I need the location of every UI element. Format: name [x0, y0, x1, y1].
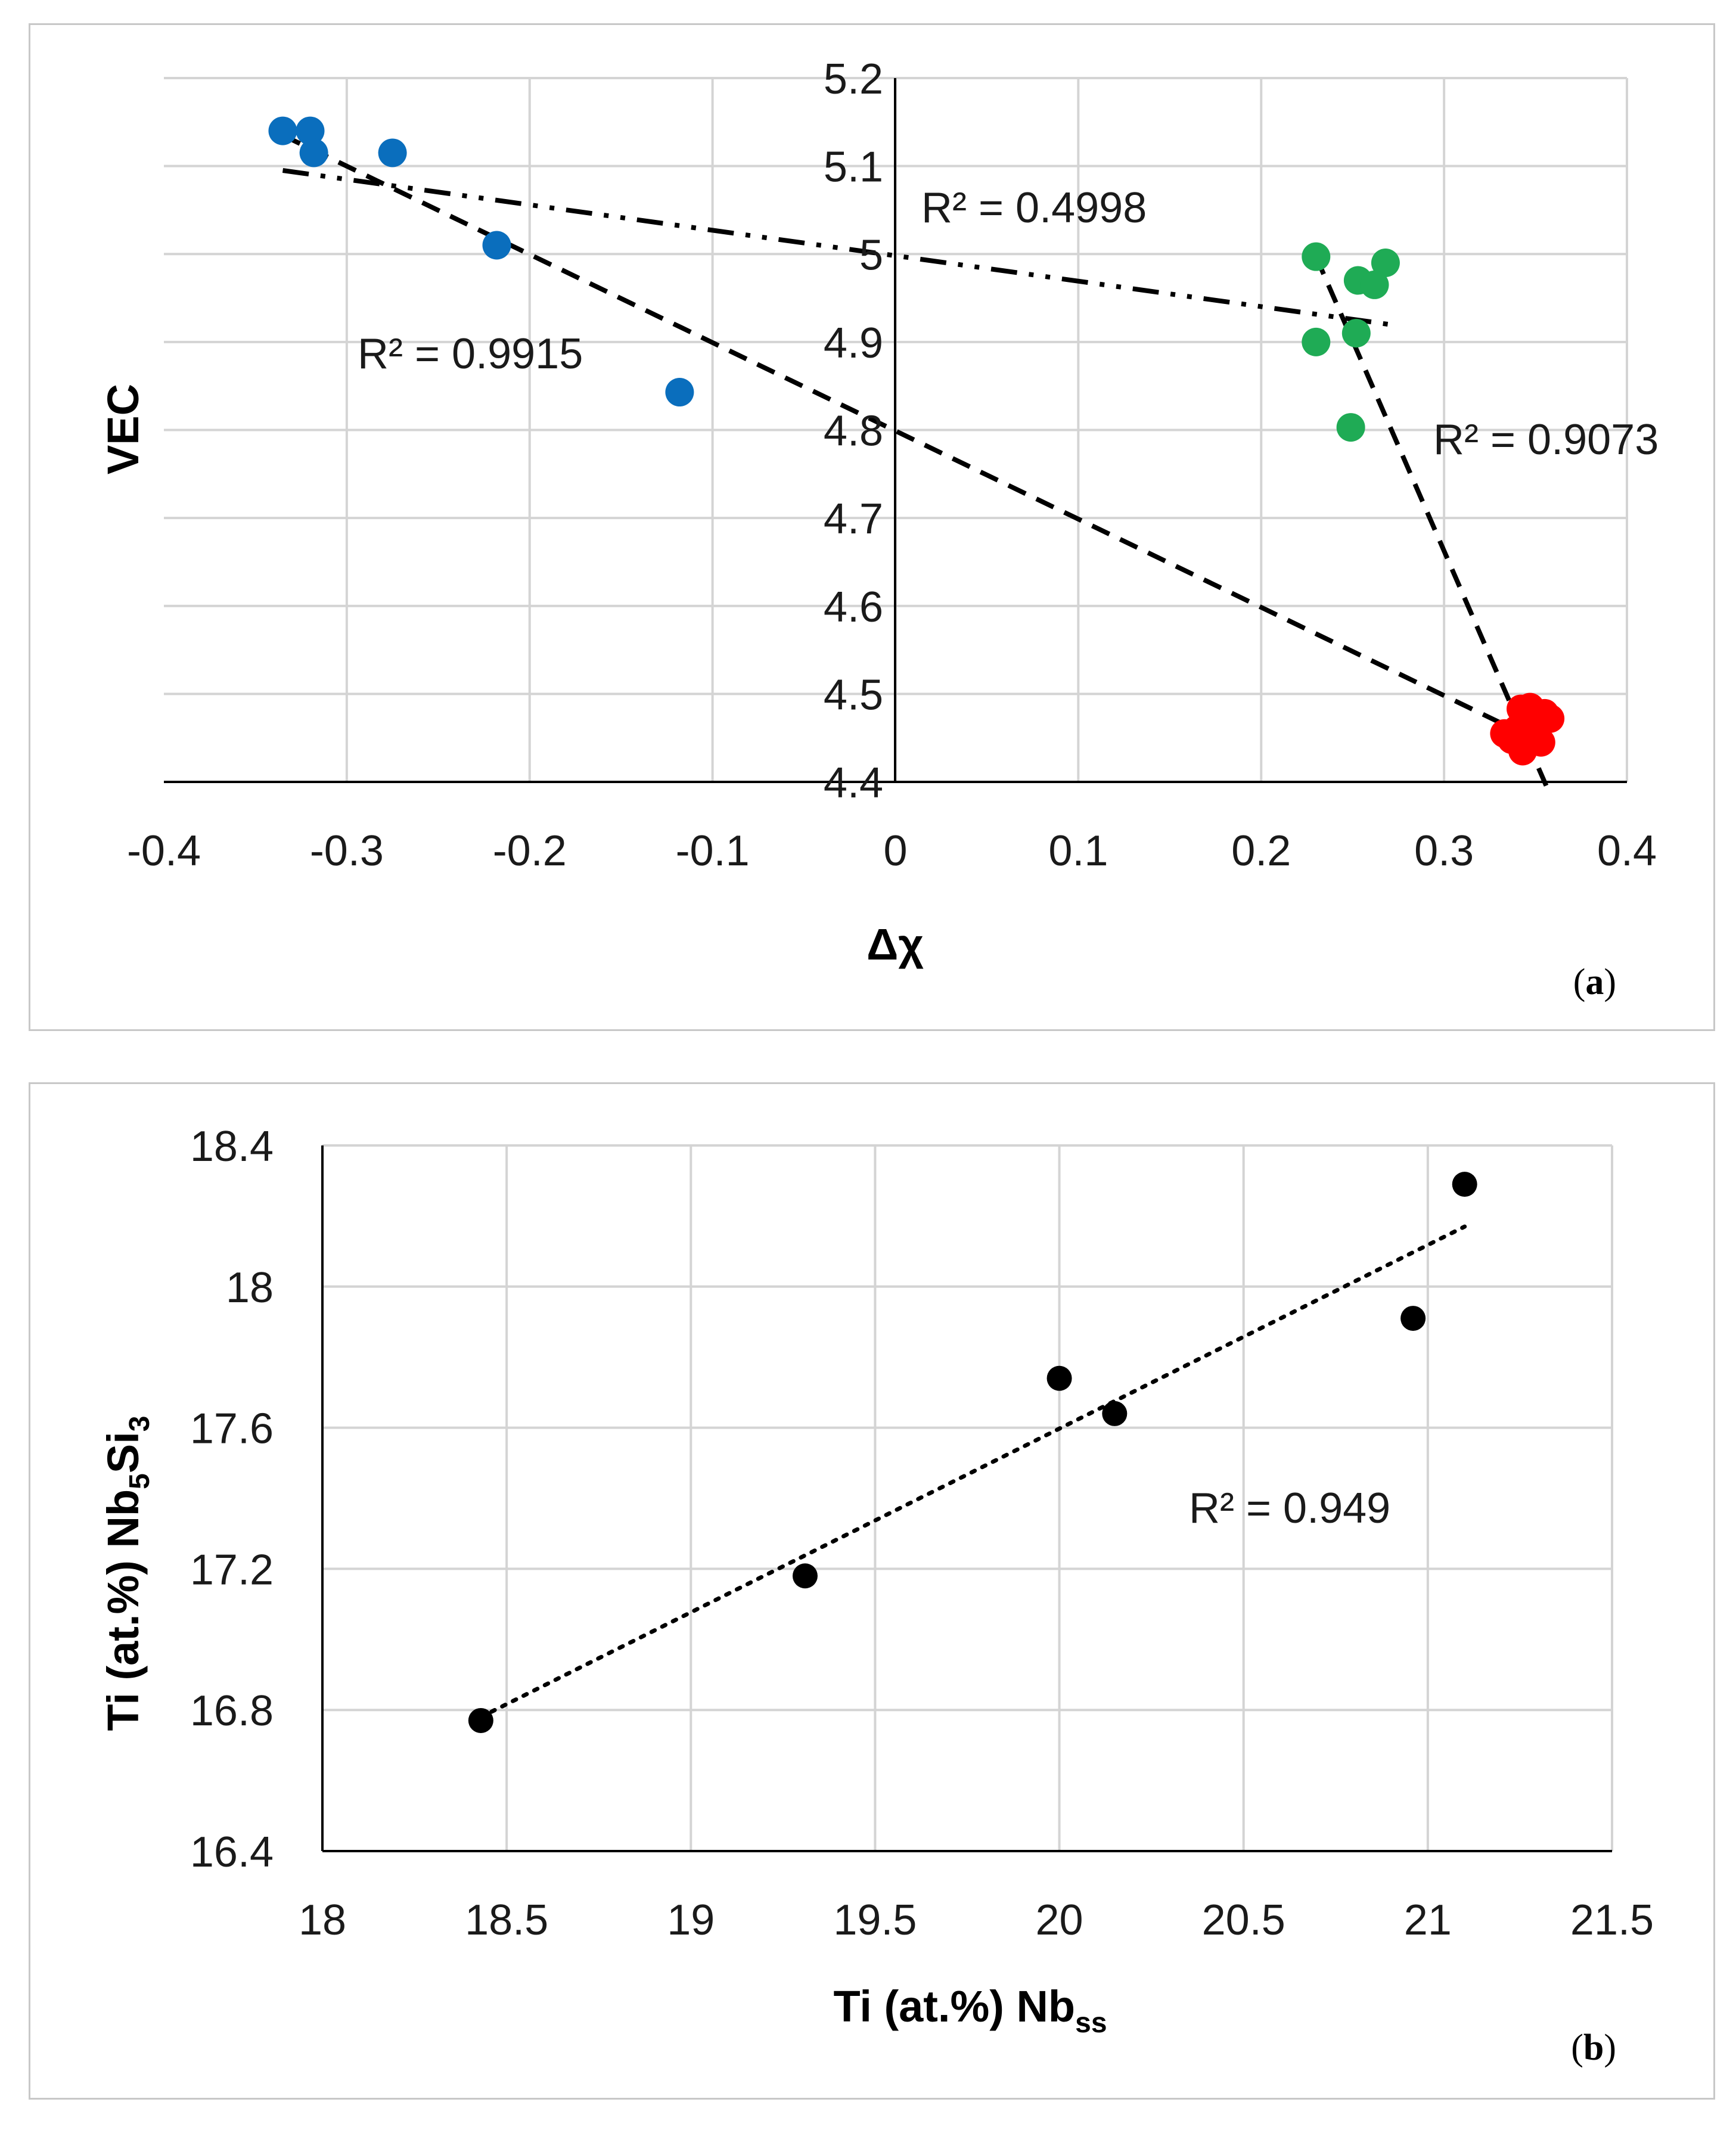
- chart-b-x-tick-label: 18: [299, 1896, 346, 1944]
- chart-a-labels: Δχ VEC (a) -0.4 -0.3 -0.2 -0.1 0 0.1 0.2 0.3 0.4…: [98, 55, 1659, 1002]
- chart-a-point-blue: [268, 116, 297, 145]
- chart-a-r2-label: R² = 0.4998: [921, 184, 1147, 232]
- chart-b-x-tick-label: 19.5: [833, 1896, 917, 1944]
- chart-a-x-tick-label: 0.4: [1597, 827, 1657, 875]
- chart-b-x-tick-label: 21: [1404, 1896, 1452, 1944]
- chart-a-points: [268, 116, 1565, 766]
- chart-a-x-tick-label: 0.3: [1414, 827, 1474, 875]
- chart-a-panel-letter: a: [1585, 962, 1604, 1002]
- chart-a-y-tick-label: 5: [859, 231, 883, 279]
- chart-a-r2-label: R² = 0.9915: [358, 330, 583, 378]
- chart-a-point-green: [1302, 242, 1331, 271]
- chart-panel-b: [29, 1082, 1715, 2100]
- chart-a-point-blue: [299, 138, 328, 167]
- chart-a-x-tick-label: 0.2: [1231, 827, 1291, 875]
- chart-b-gridlines: [322, 1144, 1613, 1851]
- chart-b-x-tick-label: 20: [1036, 1896, 1083, 1944]
- chart-b-point: [1102, 1401, 1128, 1426]
- chart-b-x-axis-label-main: Ti (at.%) Nb: [833, 1982, 1075, 2031]
- chart-b-y-axis-label-main: Ti (at.%) Nb: [98, 1489, 148, 1731]
- chart-b-panel-letter: b: [1583, 2027, 1604, 2068]
- chart-b: Ti (at.%) Nbss Ti (at.%) Nb5Si3 (b) 18 18…: [98, 1123, 1654, 2068]
- chart-a-y-tick-label: 4.4: [824, 759, 883, 807]
- chart-a-axes: [164, 78, 1627, 783]
- chart-a-y-tick-label: 4.8: [824, 408, 883, 455]
- chart-a-point-green: [1360, 270, 1389, 299]
- chart-b-y-tick-label: 18: [226, 1264, 274, 1312]
- chart-a-x-tick-label: -0.1: [676, 827, 750, 875]
- chart-b-x-tick-label: 18.5: [465, 1896, 548, 1944]
- chart-b-y-axis-label-mid: Si: [98, 1432, 148, 1473]
- chart-a-point-red: [1536, 704, 1565, 733]
- chart-a-point-green: [1341, 319, 1371, 348]
- chart-a-x-tick-label: -0.2: [493, 827, 567, 875]
- chart-b-y-tick-label: 17.6: [190, 1405, 274, 1453]
- chart-b-point: [1452, 1172, 1477, 1197]
- chart-b-y-axis-label-sub1: 5: [124, 1473, 156, 1489]
- chart-a-panel-tag: (a): [1573, 962, 1616, 1002]
- chart-b-point: [1400, 1306, 1426, 1331]
- chart-b-panel-tag: (b): [1571, 2027, 1616, 2068]
- chart-a-x-tick-label: -0.4: [127, 827, 201, 875]
- chart-b-trendline: [479, 1224, 1467, 1719]
- chart-a-y-axis-label: VEC: [98, 384, 148, 474]
- chart-a-x-tick-label: 0: [883, 827, 907, 875]
- chart-b-x-axis-label: Ti (at.%) Nbss: [833, 1982, 1107, 2039]
- chart-b-labels: Ti (at.%) Nbss Ti (at.%) Nb5Si3 (b) 18 18…: [98, 1123, 1654, 2068]
- chart-b-y-tick-label: 17.2: [190, 1546, 274, 1594]
- chart-a-trend-blue-green: [282, 168, 1390, 327]
- chart-b-axes: [321, 1145, 1612, 1852]
- chart-a-point-red: [1526, 728, 1555, 757]
- chart-a-y-tick-label: 4.6: [824, 583, 883, 631]
- chart-a-point-blue: [296, 116, 325, 145]
- chart-a-trendlines: [281, 133, 1549, 787]
- chart-a-y-tick-label: 4.7: [824, 495, 883, 543]
- chart-a-point-blue: [378, 138, 407, 167]
- chart-a-y-tick-label: 4.5: [824, 671, 883, 719]
- chart-b-y-axis-label-sub2: 3: [124, 1416, 156, 1432]
- chart-b-x-axis-label-sub: ss: [1075, 2007, 1107, 2039]
- chart-b-x-tick-label: 21.5: [1570, 1896, 1654, 1944]
- chart-a-point-green: [1302, 327, 1331, 356]
- chart-a-r2-label: R² = 0.9073: [1433, 416, 1659, 464]
- chart-a-point-blue: [665, 378, 694, 407]
- chart-a-y-tick-label: 5.1: [824, 144, 883, 191]
- chart-a-x-tick-label: 0.1: [1048, 827, 1108, 875]
- chart-b-trendline-dotted: [479, 1224, 1467, 1719]
- chart-a-x-tick-label: -0.3: [310, 827, 384, 875]
- chart-a-point-green: [1371, 249, 1400, 278]
- chart-b-x-tick-label: 20.5: [1202, 1896, 1285, 1944]
- chart-b-y-tick-label: 18.4: [190, 1123, 274, 1170]
- chart-a-point-green: [1336, 413, 1365, 442]
- chart-b-point: [1046, 1365, 1072, 1391]
- chart-b-points: [468, 1172, 1477, 1733]
- chart-b-r2-label: R² = 0.949: [1189, 1485, 1390, 1532]
- chart-b-point: [792, 1563, 818, 1589]
- chart-a-x-axis-label: Δχ: [867, 920, 924, 969]
- chart-b-x-tick-label: 19: [667, 1896, 715, 1944]
- chart-a-y-tick-label: 4.9: [824, 319, 883, 367]
- chart-b-y-tick-label: 16.4: [190, 1828, 274, 1876]
- chart-a-point-blue: [482, 231, 511, 260]
- chart-a: Δχ VEC (a) -0.4 -0.3 -0.2 -0.1 0 0.1 0.2 0.3 0.4…: [98, 55, 1659, 1002]
- chart-b-y-axis-label: Ti (at.%) Nb5Si3: [98, 1416, 156, 1731]
- chart-a-y-tick-label: 5.2: [824, 55, 883, 103]
- chart-b-point: [468, 1707, 493, 1733]
- chart-b-y-tick-label: 16.8: [190, 1687, 274, 1735]
